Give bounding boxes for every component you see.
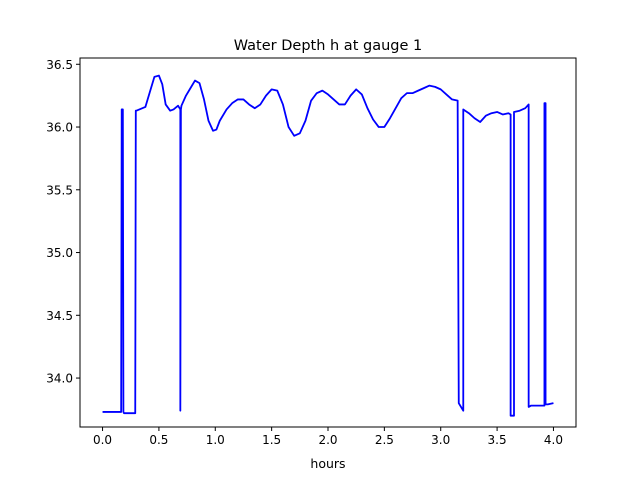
x-axis-label: hours — [310, 456, 345, 471]
x-tick-label: 2.0 — [318, 433, 337, 447]
y-tick-label: 34.5 — [46, 309, 73, 323]
chart-title: Water Depth h at gauge 1 — [234, 38, 422, 54]
x-tick-label: 0.5 — [149, 433, 168, 447]
y-tick-label: 35.0 — [46, 246, 73, 260]
x-tick-label: 1.5 — [262, 433, 281, 447]
x-tick-label: 4.0 — [544, 433, 563, 447]
x-tick-label: 3.5 — [488, 433, 507, 447]
plot-area — [102, 74, 554, 417]
y-tick-label: 36.5 — [46, 58, 73, 72]
x-tick-label: 2.5 — [375, 433, 394, 447]
y-tick-label: 34.0 — [46, 372, 73, 386]
x-tick-label: 0.0 — [93, 433, 112, 447]
x-axis-ticks: 0.0 0.5 1.0 1.5 2.0 2.5 3.0 3.5 4.0 — [93, 427, 563, 447]
series-line-1 — [102, 74, 554, 417]
x-tick-label: 1.0 — [206, 433, 225, 447]
y-tick-label: 36.0 — [46, 121, 73, 135]
y-tick-label: 35.5 — [46, 183, 73, 197]
y-axis-ticks: 34.0 34.5 35.0 35.5 36.0 36.5 — [46, 58, 80, 386]
x-tick-label: 3.0 — [431, 433, 450, 447]
